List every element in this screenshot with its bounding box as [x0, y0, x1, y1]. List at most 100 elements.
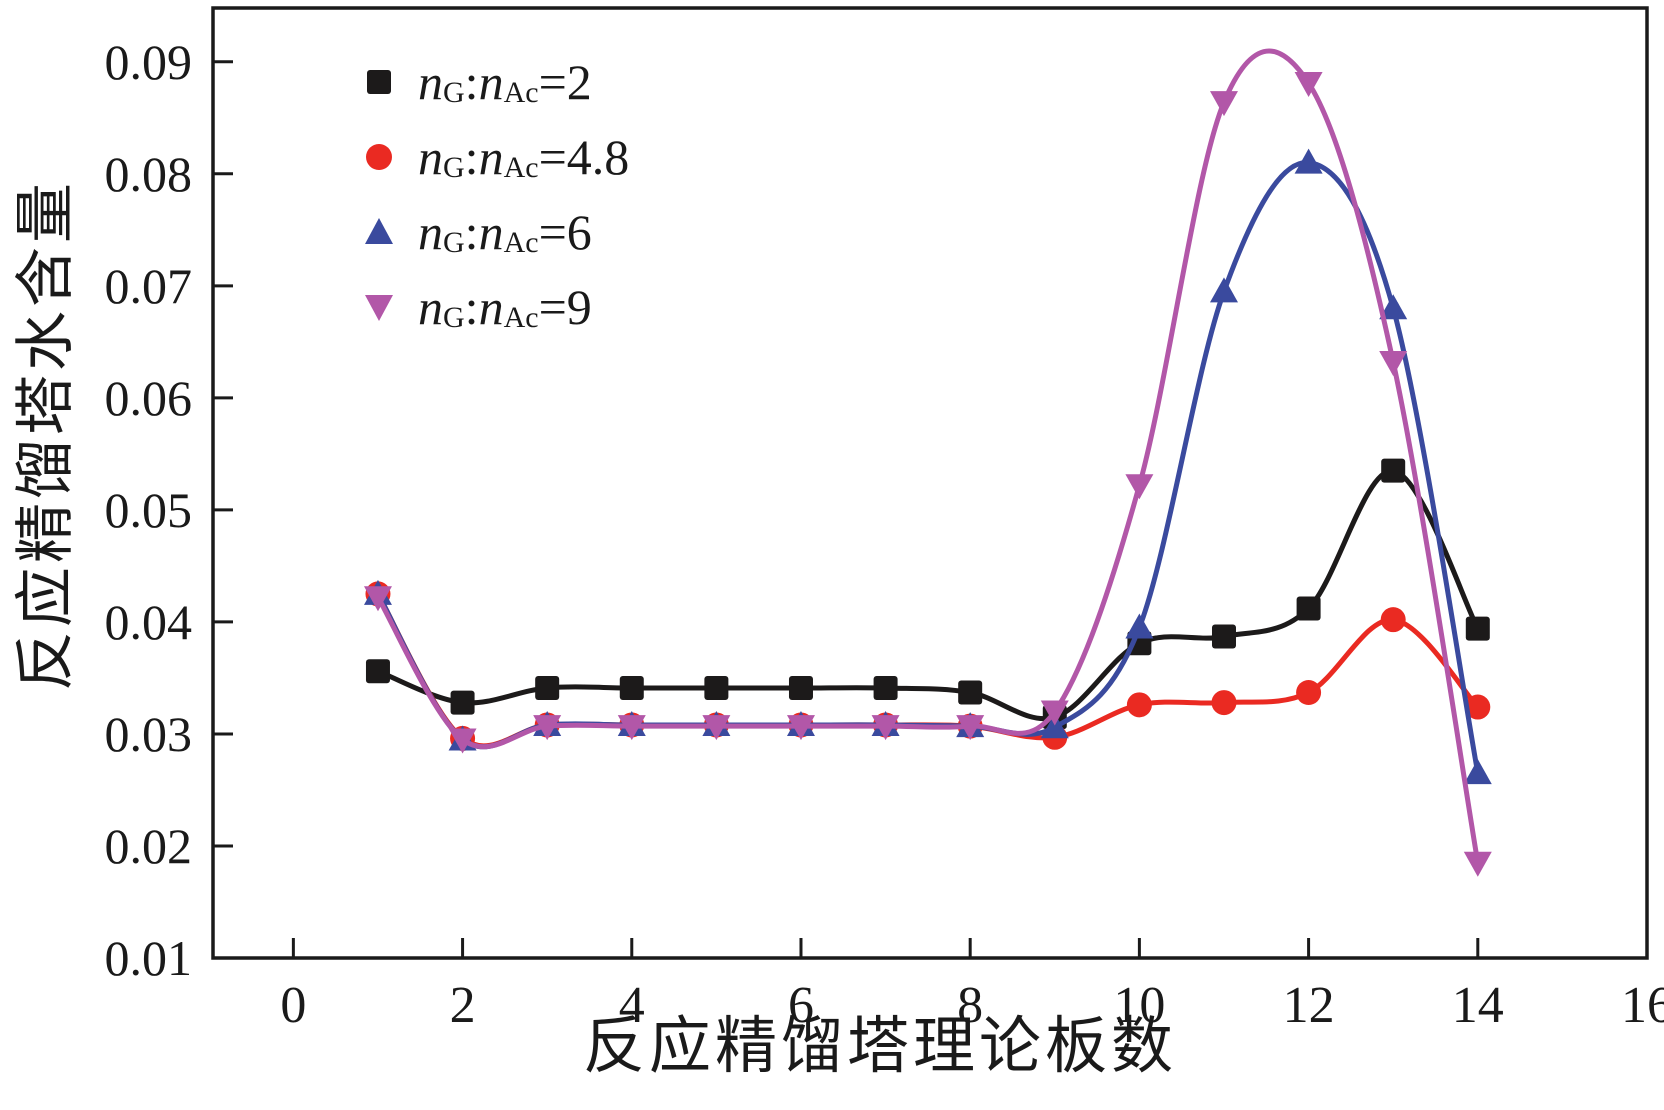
x-tick-label: 14 [1452, 977, 1504, 1034]
triangle-down-marker-icon [871, 715, 900, 741]
legend-value: =4.8 [538, 128, 630, 185]
y-tick-label: 0.04 [105, 594, 193, 650]
x-tick-label: 8 [957, 977, 983, 1034]
y-tick-label: 0.07 [105, 258, 193, 314]
legend-sub: Ac [503, 151, 539, 185]
triangle-down-marker-icon [363, 586, 392, 612]
legend-sub: Ac [503, 301, 539, 335]
square-marker-icon [1381, 458, 1406, 483]
circle-marker-icon [1380, 607, 1406, 633]
triangle-down-marker-icon [1294, 72, 1323, 98]
x-axis-ticks: 0 2 4 6 8 10 12 14 16 [280, 938, 1664, 1034]
y-tick-label: 0.02 [105, 818, 193, 874]
legend-label: nG:nAc=6 [418, 203, 592, 260]
triangle-down-marker-icon [448, 728, 477, 754]
triangle-up-marker-icon [1125, 613, 1154, 639]
square-icon [367, 69, 391, 94]
legend-item-ratio-2: nG:nAc=2 [362, 44, 629, 119]
series-markers-3 [363, 72, 1492, 877]
circle-marker-icon [1211, 690, 1237, 716]
circle-marker-icon [1126, 692, 1152, 718]
legend-var: n [418, 203, 443, 260]
legend-value: =9 [538, 278, 592, 335]
legend-colon: : [464, 53, 479, 110]
series-0 [365, 458, 1490, 730]
legend-var: n [418, 53, 443, 110]
triangle-down-marker-icon [617, 715, 646, 741]
legend-var: n [418, 278, 443, 335]
legend-var: n [478, 128, 504, 185]
legend-label: nG:nAc=9 [418, 278, 592, 335]
legend-sub: Ac [503, 226, 539, 260]
legend-colon: : [464, 203, 479, 260]
triangle-down-marker-icon [1379, 351, 1408, 377]
triangle-down-marker-icon [533, 715, 562, 741]
x-tick-label: 10 [1113, 977, 1165, 1034]
legend-item-ratio-6: nG:nAc=6 [362, 194, 629, 269]
legend-var: n [478, 53, 504, 110]
triangle-up-marker-icon [1379, 294, 1408, 320]
x-tick-label: 0 [280, 977, 306, 1034]
triangle-down-marker-icon [956, 715, 985, 741]
circle-icon [366, 143, 392, 170]
legend-var: n [478, 278, 504, 335]
circle-marker-icon [1296, 679, 1322, 705]
triangle-down-marker-icon [786, 715, 815, 741]
legend: nG:nAc=2 nG:nAc=4.8 nG:nAc=6 nG:nAc=9 [362, 44, 629, 344]
triangle-up-marker-icon [1294, 148, 1323, 174]
legend-item-ratio-4p8: nG:nAc=4.8 [362, 119, 629, 194]
square-marker-icon [958, 680, 983, 705]
legend-colon: : [464, 128, 479, 185]
y-axis-label: 反应精馏塔水含量 [13, 179, 79, 691]
x-tick-label: 12 [1283, 977, 1335, 1034]
x-tick-label: 4 [619, 977, 645, 1034]
legend-sub: G [443, 226, 465, 260]
legend-sub: Ac [503, 76, 539, 110]
x-axis-label: 反应精馏塔理论板数 [582, 1013, 1177, 1081]
square-marker-icon [788, 676, 813, 701]
triangle-up-marker-icon [1209, 277, 1238, 303]
y-axis-ticks: 0.01 0.02 0.03 0.04 0.05 0.06 0.07 0.08 0.09 [105, 34, 233, 986]
square-marker-icon [1296, 596, 1321, 621]
legend-label: nG:nAc=2 [418, 53, 592, 110]
y-tick-label: 0.03 [105, 706, 193, 762]
triangle-down-marker-icon [702, 715, 731, 741]
square-marker-icon [619, 676, 644, 701]
square-marker-icon [365, 659, 390, 684]
square-marker-icon [535, 676, 560, 701]
legend-var: n [418, 128, 443, 185]
triangle-down-marker-icon [1209, 91, 1238, 117]
triangle-down-marker-icon [1125, 474, 1154, 500]
series-3 [363, 48, 1492, 877]
triangle-up-marker-icon [1463, 759, 1492, 785]
square-marker-icon [1465, 616, 1490, 641]
y-tick-label: 0.09 [105, 34, 193, 90]
y-tick-label: 0.08 [105, 146, 193, 202]
square-marker-icon [704, 676, 729, 701]
y-tick-label: 0.06 [105, 370, 193, 426]
legend-var: n [478, 203, 504, 260]
legend-sub: G [443, 301, 465, 335]
triangle-up-icon [365, 217, 393, 244]
legend-sub: G [443, 151, 465, 185]
series-markers-0 [365, 458, 1490, 730]
y-tick-label: 0.05 [105, 482, 193, 538]
triangle-down-marker-icon [1040, 700, 1069, 726]
legend-label: nG:nAc=4.8 [418, 128, 630, 185]
x-tick-label: 6 [788, 977, 814, 1034]
square-marker-icon [873, 676, 898, 701]
legend-colon: : [464, 278, 479, 335]
legend-value: =2 [538, 53, 592, 110]
triangle-down-marker-icon [1463, 851, 1492, 877]
square-marker-icon [1211, 624, 1236, 649]
triangle-down-icon [365, 294, 393, 321]
legend-item-ratio-9: nG:nAc=9 [362, 269, 629, 344]
legend-sub: G [443, 76, 465, 110]
triangle-up-marker-icon [1040, 713, 1069, 739]
circle-marker-icon [1465, 694, 1491, 720]
y-tick-label: 0.01 [105, 930, 193, 986]
x-tick-label: 2 [450, 977, 476, 1034]
plot-frame [211, 6, 1649, 960]
